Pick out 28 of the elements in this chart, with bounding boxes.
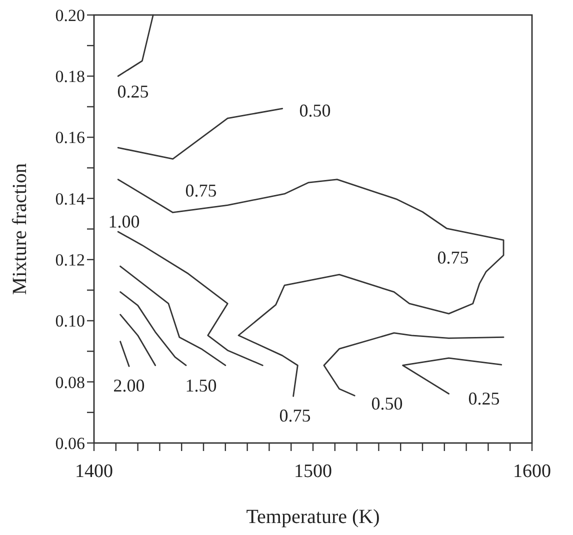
annotation: 0.25 bbox=[117, 81, 149, 102]
y-tick-label: 0.12 bbox=[55, 250, 85, 270]
line-series bbox=[117, 231, 264, 366]
y-tick-label: 0.14 bbox=[55, 189, 86, 208]
y-tick-label: 0.06 bbox=[55, 434, 85, 453]
x-tick-label: 1500 bbox=[294, 461, 332, 482]
y-tick-label: 0.08 bbox=[55, 372, 85, 392]
line-series bbox=[402, 357, 502, 394]
annotation: 0.75 bbox=[279, 405, 311, 426]
line-series bbox=[120, 266, 226, 366]
annotation: 0.75 bbox=[185, 180, 217, 200]
annotation: 2.00 bbox=[113, 375, 145, 396]
y-tick-label: 0.10 bbox=[55, 312, 85, 331]
y-tick-label: 0.18 bbox=[55, 67, 85, 86]
annotation: 0.50 bbox=[299, 100, 331, 120]
y-axis-title: Mixture fraction bbox=[9, 163, 31, 295]
line-series bbox=[120, 291, 187, 366]
annotation: 0.50 bbox=[371, 393, 403, 414]
y-tick-label: 0.20 bbox=[55, 6, 85, 25]
annotation: 1.00 bbox=[108, 211, 140, 232]
annotation: 1.50 bbox=[185, 375, 217, 396]
line-series bbox=[117, 108, 284, 160]
annotation: 0.75 bbox=[437, 247, 469, 268]
annotation: 0.25 bbox=[468, 388, 500, 408]
x-tick-label: 1400 bbox=[75, 461, 113, 482]
y-tick-label: 0.16 bbox=[55, 128, 85, 148]
x-tick-label: 1600 bbox=[513, 461, 551, 482]
x-axis-title: Temperature (K) bbox=[246, 506, 380, 528]
